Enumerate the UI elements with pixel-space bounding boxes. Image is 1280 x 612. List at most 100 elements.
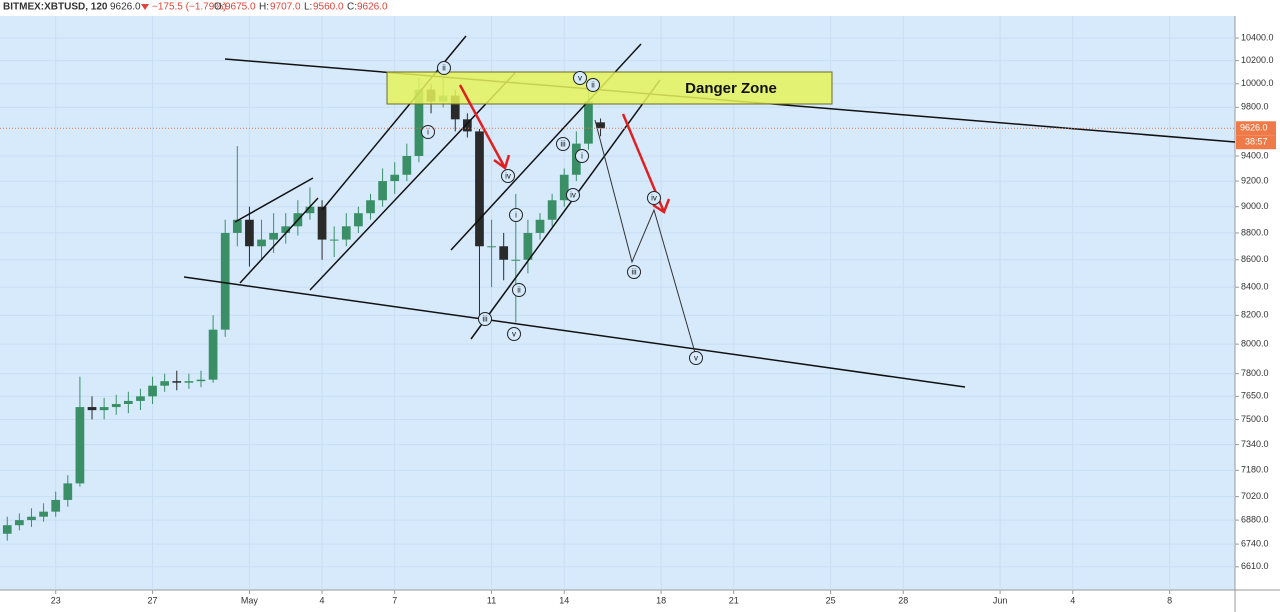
candle-body — [463, 119, 472, 132]
channel-line — [470, 79, 661, 340]
last-price-label: 9626.0 — [1240, 123, 1268, 133]
candle-body — [487, 246, 496, 248]
trend-line — [183, 276, 966, 388]
x-tick-label: 11 — [487, 595, 496, 605]
plot-background — [0, 16, 1235, 590]
ohlc-value: 9675.0 — [225, 2, 256, 13]
candles — [2, 77, 605, 541]
ohlc-value: 9707.0 — [270, 2, 301, 13]
candle-body — [232, 219, 242, 233]
x-tick-label: 7 — [392, 595, 397, 605]
candle-body — [148, 385, 157, 397]
y-tick-label: 6610.0 — [1241, 561, 1269, 571]
arrow-head — [652, 198, 671, 214]
y-tick-label: 10400.0 — [1241, 32, 1274, 42]
wave-circle — [478, 312, 492, 326]
candle-body — [475, 131, 484, 247]
channel-line — [309, 72, 516, 291]
candle-body — [547, 200, 557, 220]
countdown-box — [1236, 135, 1276, 150]
x-tick-label: 8 — [1167, 595, 1172, 605]
candle-body — [245, 219, 254, 247]
candle-body — [257, 239, 266, 247]
wave-circle — [647, 191, 661, 205]
trend-line — [239, 197, 319, 284]
candle-body — [87, 407, 97, 411]
candle-body — [172, 381, 182, 383]
axes: 10400.0 10200.0 10000.0 9800.0 9400.0 9200.0 9… — [0, 32, 1276, 605]
candle-body — [208, 329, 218, 380]
symbol: BITMEX:XBTUSD, 120 — [3, 2, 108, 13]
wave-label: iv — [651, 194, 657, 203]
candle-body — [123, 400, 133, 404]
candle-body — [559, 174, 569, 201]
y-tick-label: 7650.0 — [1241, 391, 1269, 401]
y-tick-label: 9800.0 — [1241, 102, 1269, 112]
wave-label: ii — [442, 64, 446, 73]
ohlc-key: O: — [214, 2, 225, 13]
candle-body — [160, 381, 170, 386]
wave-circle — [573, 71, 587, 85]
wave-circle — [575, 149, 589, 163]
wave-circle — [437, 61, 451, 75]
candle-body — [51, 499, 61, 512]
wave-label: i — [515, 211, 517, 220]
candle-body — [2, 525, 12, 534]
wave-label: ii — [591, 81, 595, 90]
wave-label: i — [581, 152, 583, 161]
wave-circle — [509, 208, 523, 222]
y-tick-label: 10200.0 — [1241, 55, 1274, 65]
y-tick-label: 9000.0 — [1241, 201, 1269, 211]
danger-zone-label: Danger Zone — [685, 80, 777, 97]
candle-body — [39, 511, 48, 517]
y-tick-label: 6880.0 — [1241, 514, 1269, 524]
candle-body — [402, 155, 412, 175]
wave-circle — [501, 169, 515, 183]
wave-circle — [421, 125, 435, 139]
wave-circle — [689, 351, 703, 365]
y-tick-label: 8600.0 — [1241, 254, 1269, 264]
y-tick-label: 8800.0 — [1241, 227, 1269, 237]
y-tick-label: 8400.0 — [1241, 282, 1269, 292]
wave-circle — [507, 327, 521, 341]
drawings: Danger Zone — [183, 35, 1236, 388]
x-tick-label: 23 — [51, 595, 61, 605]
candle-body — [136, 396, 145, 401]
projection-path — [594, 119, 697, 357]
candle-body — [378, 181, 387, 201]
down-arrow — [141, 4, 149, 10]
candle-body — [99, 407, 109, 411]
candle-body — [196, 379, 206, 382]
wave-label: iii — [631, 268, 637, 277]
candle-body — [450, 95, 460, 120]
wave-circle — [512, 283, 526, 297]
ohlc-value: 9626.0 — [357, 2, 388, 13]
candle-body — [354, 213, 363, 227]
y-tick-label: 10000.0 — [1241, 78, 1274, 88]
candle-body — [281, 226, 291, 233]
candle-body — [523, 232, 533, 260]
candle-body — [535, 219, 545, 233]
y-tick-label: 7180.0 — [1241, 465, 1269, 475]
x-tick-label: 4 — [1070, 595, 1075, 605]
price: 9626.0 — [110, 2, 141, 13]
arrow-head — [493, 154, 511, 171]
y-tick-label: 7500.0 — [1241, 414, 1269, 424]
header: BITMEX:XBTUSD, 120 9626.0 −175.5 (−1.79%… — [3, 2, 388, 13]
candle-body — [414, 89, 424, 156]
candle-body — [184, 381, 194, 383]
y-tick-label: 9200.0 — [1241, 175, 1269, 185]
ohlc-key: L: — [304, 2, 312, 13]
wave-label: iv — [505, 172, 511, 181]
candle-body — [269, 232, 278, 240]
wave-label: iii — [560, 140, 566, 149]
x-tick-label: 28 — [898, 595, 908, 605]
wave-label: v — [694, 354, 698, 363]
y-tick-label: 9400.0 — [1241, 150, 1269, 160]
wave-circle — [566, 188, 580, 202]
y-tick-label: 7340.0 — [1241, 439, 1269, 449]
grid — [0, 16, 1235, 590]
